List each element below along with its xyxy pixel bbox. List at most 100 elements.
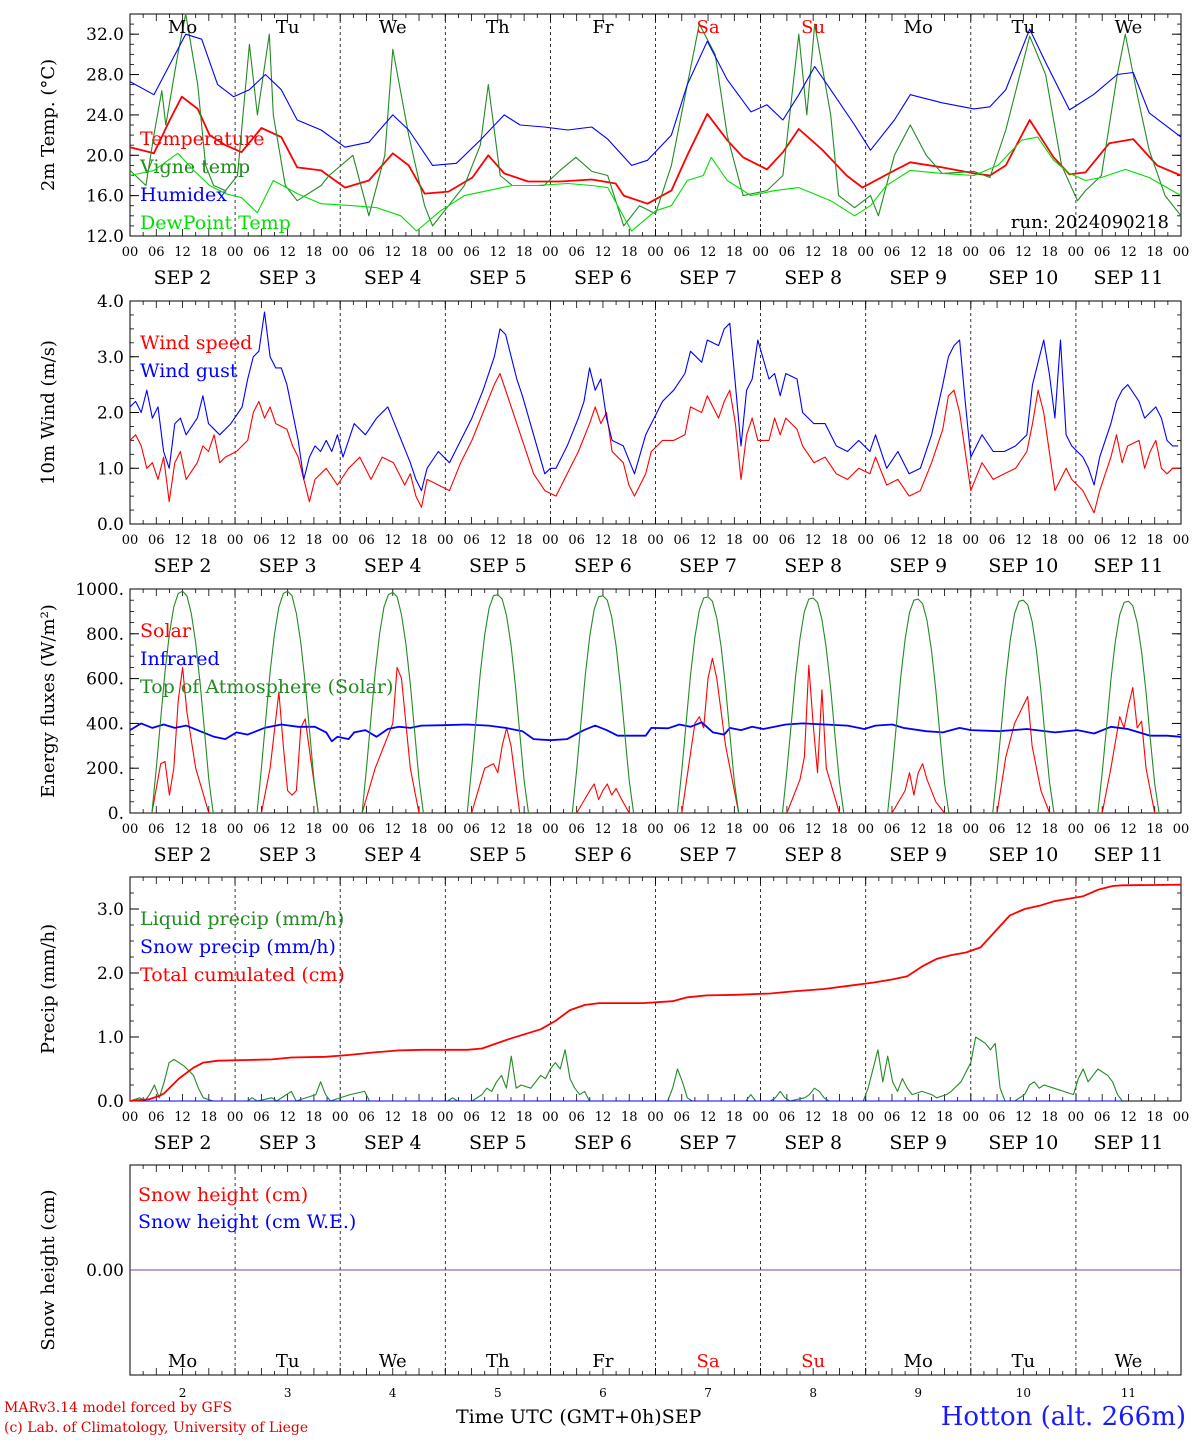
y-tick-label: 4.0 [97,292,124,312]
day-number: 4 [389,1386,397,1400]
hour-tick-label: 12 [490,822,507,837]
hour-tick-label: 00 [857,533,874,548]
day-label: We [379,1351,407,1372]
hour-tick-label: 06 [568,245,585,260]
hour-tick-label: 06 [1094,245,1111,260]
hour-tick-label: 18 [201,822,218,837]
hour-tick-label: 18 [516,245,533,260]
panel-2: 0.0 1.0 2.0 3.0 4.0 10m Wind (m/s) Wind speed W… [38,292,1189,577]
hour-tick-label: 06 [148,533,165,548]
hour-tick-label: 00 [1173,533,1190,548]
hour-tick-label: 00 [122,822,139,837]
y-tick-label: 28.0 [86,66,124,86]
hour-tick-label: 12 [490,1110,507,1125]
run-annotation: run: 2024090218 [1011,212,1169,233]
hour-tick-label: 18 [306,1110,323,1125]
day-label: Mo [168,17,197,38]
date-label: SEP 6 [574,267,632,289]
legend-entry: Vigne temp [139,156,250,178]
hour-tick-label: 00 [122,1110,139,1125]
model-credit: MARv3.14 model forced by GFS [4,1400,233,1416]
hour-tick-label: 00 [857,245,874,260]
y-axis-title: Energy fluxes (W/m²) [38,604,59,798]
hour-tick-label: 00 [122,533,139,548]
hour-tick-label: 18 [726,533,743,548]
y-tick-label: 16.0 [86,187,124,207]
hour-tick-label: 06 [253,533,270,548]
date-label: SEP 6 [574,1132,632,1154]
hour-tick-label: 06 [779,822,796,837]
day-label: Tu [276,17,300,38]
hour-tick-label: 06 [989,1110,1006,1125]
date-label: SEP 5 [469,267,527,289]
date-label: SEP 3 [259,267,317,289]
day-label: Sa [697,17,720,38]
hour-tick-label: 06 [989,245,1006,260]
y-axis-title: 2m Temp. (°C) [38,59,59,191]
hour-tick-label: 18 [621,245,638,260]
legend-entry: Top of Atmosphere (Solar) [140,676,393,698]
hour-tick-label: 12 [490,533,507,548]
hour-tick-label: 12 [1120,1110,1137,1125]
hour-tick-label: 06 [674,822,691,837]
date-label: SEP 4 [364,1132,422,1154]
hour-tick-label: 06 [148,822,165,837]
hour-tick-label: 18 [831,1110,848,1125]
hour-tick-label: 00 [437,1110,454,1125]
hour-tick-label: 18 [1146,1110,1163,1125]
panel-frame [129,588,1182,814]
hour-tick-label: 12 [279,822,296,837]
y-tick-label: 600. [86,670,124,690]
hour-tick-label: 12 [1120,533,1137,548]
hour-tick-label: 06 [253,822,270,837]
hour-tick-label: 18 [621,1110,638,1125]
hour-tick-label: 18 [831,245,848,260]
hour-tick-label: 18 [621,533,638,548]
day-label: We [1115,1351,1143,1372]
hour-tick-label: 00 [857,1110,874,1125]
hour-tick-label: 12 [384,1110,401,1125]
hour-tick-label: 18 [1146,822,1163,837]
day-number: 11 [1121,1386,1136,1400]
date-label: SEP 8 [784,555,842,577]
series-line [129,136,1182,232]
panel-5: 0.00 Snow height (cm) Snow height (cm) Snow… [38,1164,1182,1400]
hour-tick-label: 06 [884,822,901,837]
day-number: 10 [1016,1386,1031,1400]
hour-tick-label: 00 [227,533,244,548]
day-number: 3 [284,1386,292,1400]
hour-tick-label: 00 [1068,245,1085,260]
date-label: SEP 11 [1094,1132,1164,1154]
y-tick-label: 20.0 [86,146,124,166]
legend-entry: Snow height (cm W.E.) [138,1211,356,1233]
date-label: SEP 11 [1094,844,1164,866]
y-tick-label: 3.0 [97,348,124,368]
panel-4: 0.0 1.0 2.0 3.0 Precip (mm/h) Liquid precip (… [38,876,1189,1154]
hour-tick-label: 00 [227,1110,244,1125]
y-tick-label: 32.0 [86,25,124,45]
hour-tick-label: 18 [1146,245,1163,260]
hour-tick-label: 12 [910,245,927,260]
hour-tick-label: 12 [384,822,401,837]
series-line [129,311,1179,492]
date-label: SEP 7 [679,844,737,866]
hour-tick-label: 06 [463,822,480,837]
date-label: SEP 9 [889,267,947,289]
time-axis-label: Time UTC (GMT+0h)SEP [456,1406,701,1428]
day-label: Mo [904,17,933,38]
hour-tick-label: 18 [936,822,953,837]
hour-tick-label: 06 [1094,822,1111,837]
hour-tick-label: 06 [253,1110,270,1125]
legend-entry: Solar [140,620,192,642]
date-label: SEP 8 [784,267,842,289]
day-label: Th [486,1351,510,1372]
hour-tick-label: 00 [542,1110,559,1125]
hour-tick-label: 06 [1094,1110,1111,1125]
hour-tick-label: 06 [148,1110,165,1125]
hour-tick-label: 00 [332,1110,349,1125]
hour-tick-label: 12 [1015,1110,1032,1125]
y-tick-label: 200. [86,759,124,779]
date-label: SEP 2 [154,267,212,289]
hour-tick-label: 06 [568,1110,585,1125]
hour-tick-label: 12 [910,1110,927,1125]
